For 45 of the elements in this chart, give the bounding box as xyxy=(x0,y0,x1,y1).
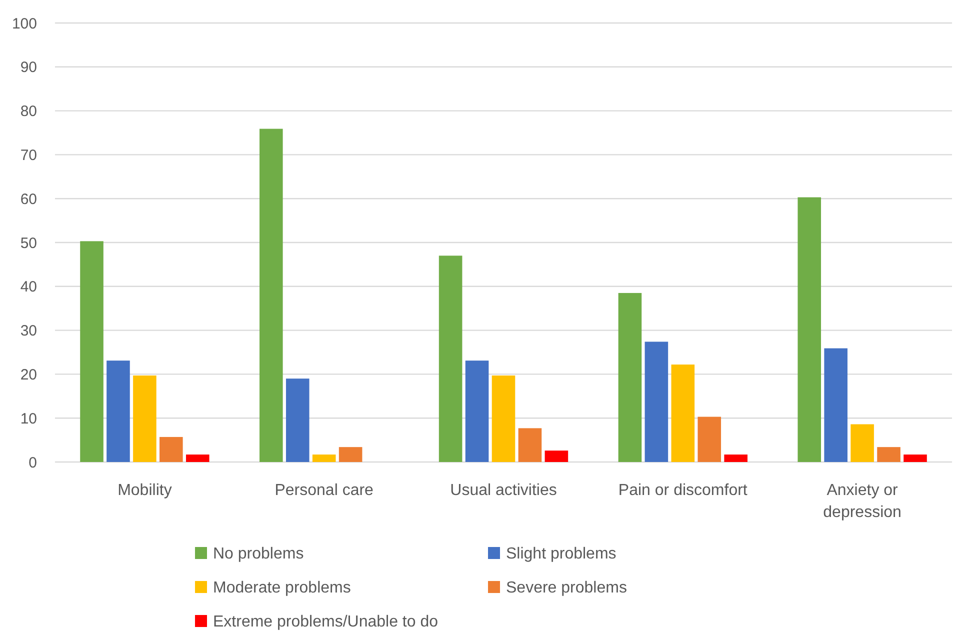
bar xyxy=(671,364,695,462)
bar xyxy=(492,376,516,462)
bar xyxy=(798,197,822,462)
x-tick-label: Anxiety or depression xyxy=(823,482,902,521)
bar xyxy=(438,256,462,462)
y-tick-label: 70 xyxy=(20,146,37,164)
y-tick-label: 50 xyxy=(20,234,37,252)
bar xyxy=(850,424,874,462)
bar xyxy=(465,360,489,462)
legend-label: Moderate problems xyxy=(213,580,351,597)
y-tick-label: 80 xyxy=(20,103,37,120)
y-tick-label: 60 xyxy=(20,190,37,208)
y-tick-label: 10 xyxy=(20,410,37,428)
bar xyxy=(160,436,183,462)
bar xyxy=(106,360,130,462)
bar xyxy=(644,342,668,462)
bar xyxy=(904,454,927,462)
y-tick-label: 90 xyxy=(20,59,37,76)
bar xyxy=(80,241,104,462)
bar xyxy=(312,454,336,462)
bar xyxy=(698,416,722,462)
bar xyxy=(518,428,542,462)
bar xyxy=(186,454,210,462)
bar xyxy=(260,128,283,462)
y-tick-label: 20 xyxy=(20,366,37,384)
y-tick-label: 0 xyxy=(28,454,37,472)
x-tick-label: Pain or discomfort xyxy=(618,482,748,499)
y-tick-label: 40 xyxy=(20,278,37,296)
x-tick-label: Usual activities xyxy=(450,482,557,499)
bar xyxy=(133,376,156,462)
bar xyxy=(338,447,362,462)
bar xyxy=(544,450,568,462)
bar xyxy=(618,292,642,462)
y-tick-label: 100 xyxy=(12,15,37,32)
legend-label: Severe problems xyxy=(506,580,627,597)
x-tick-label: Personal care xyxy=(274,482,374,499)
bar xyxy=(724,454,748,462)
legend-label: Extreme problems/Unable to do xyxy=(213,614,438,631)
bar xyxy=(286,378,310,462)
legend-label: Slight problems xyxy=(506,546,616,563)
bar xyxy=(877,447,900,462)
x-tick-label: Mobility xyxy=(118,482,172,499)
y-tick-label: 30 xyxy=(20,322,37,340)
bar xyxy=(824,348,848,462)
legend-label: No problems xyxy=(213,546,304,563)
